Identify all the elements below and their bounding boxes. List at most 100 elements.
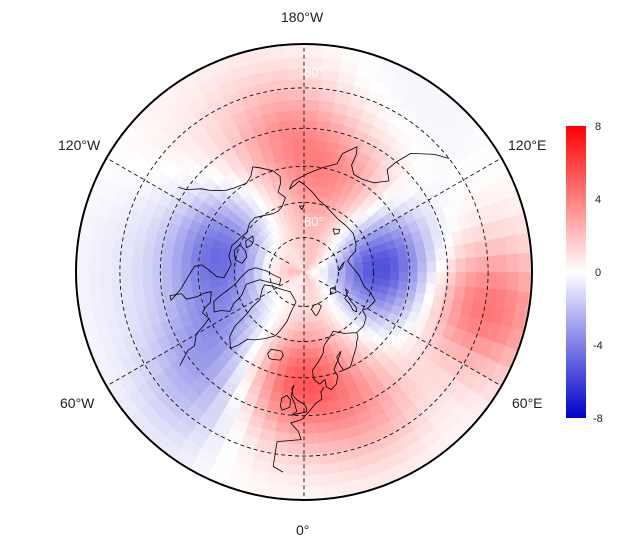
coastline — [312, 331, 359, 390]
field-cell — [313, 383, 326, 395]
field-cell — [485, 254, 497, 273]
coastline — [245, 235, 254, 248]
coastline — [338, 261, 345, 272]
field-cell — [315, 130, 329, 143]
field-cell — [152, 258, 164, 273]
coastline — [290, 384, 307, 416]
lat-label-80: 80° — [304, 214, 324, 229]
field-cell — [89, 252, 102, 273]
field-cell — [121, 255, 134, 273]
coastline — [289, 180, 376, 333]
field-cell — [142, 243, 156, 260]
field-cell — [279, 130, 293, 143]
field-cell — [270, 268, 281, 273]
field-cell — [208, 263, 219, 273]
coastline — [280, 394, 291, 411]
colorbar-tick: 0 — [595, 267, 602, 279]
field-cell — [217, 264, 228, 273]
field-cell — [303, 89, 321, 102]
field-cell — [279, 269, 289, 273]
field-cell — [415, 281, 427, 294]
field-cell — [452, 243, 466, 260]
colorbar-tick: 4 — [595, 194, 602, 206]
field-cell — [132, 285, 146, 303]
field-cell — [303, 463, 323, 476]
field-cell — [77, 271, 91, 293]
latitude-circle — [119, 87, 489, 457]
field-cell — [303, 442, 321, 455]
field-cell — [362, 271, 373, 279]
field-cell — [424, 282, 436, 296]
field-cell — [289, 110, 305, 122]
field-cell — [218, 256, 229, 266]
field-cell — [316, 110, 333, 124]
field-cell — [379, 278, 390, 288]
field-cell — [303, 120, 318, 132]
field-cell — [142, 271, 154, 287]
field-cell — [303, 79, 322, 91]
field-cell — [303, 339, 312, 350]
field-cell — [416, 271, 427, 284]
field-cell — [380, 264, 391, 273]
field-cell — [454, 257, 466, 273]
field-cell — [398, 262, 409, 273]
field-cell — [452, 284, 466, 301]
field-cell — [89, 271, 102, 292]
coastline — [213, 267, 282, 313]
field-cell — [462, 241, 476, 259]
field-cell — [132, 241, 146, 259]
field-cell — [389, 271, 400, 281]
field-cell — [303, 474, 324, 487]
lat-label-60: 60° — [304, 65, 324, 80]
field-cell — [303, 422, 319, 434]
field-cell — [288, 432, 305, 445]
field-cell — [292, 384, 305, 395]
field-cell — [303, 139, 316, 151]
field-cell — [370, 277, 381, 286]
field-cell — [315, 401, 329, 414]
field-cell — [291, 129, 305, 141]
field-cell — [208, 271, 219, 281]
field-cell — [171, 260, 183, 273]
field-cell — [275, 110, 292, 124]
field-cell — [181, 250, 193, 263]
field-cell — [121, 271, 134, 289]
field-cell — [474, 271, 487, 289]
field-cell — [161, 259, 173, 273]
field-cell — [415, 250, 427, 263]
field-cell — [317, 100, 335, 114]
field-cell — [303, 485, 325, 499]
field-cell — [284, 474, 305, 487]
field-cell — [296, 194, 305, 205]
field-cell — [303, 453, 322, 465]
field-cell — [152, 284, 165, 299]
field-cell — [283, 485, 305, 499]
graticule — [98, 44, 510, 500]
field-cell — [303, 348, 312, 359]
field-cell — [296, 185, 305, 196]
field-cell — [291, 403, 305, 415]
field-cell — [283, 45, 305, 59]
field-cell — [303, 110, 319, 122]
field-cell — [397, 279, 408, 291]
field-cell — [273, 100, 291, 114]
field-cell — [425, 260, 437, 273]
field-cell — [209, 255, 220, 265]
coastline — [310, 303, 322, 316]
field-cell — [485, 271, 497, 290]
field-cell — [152, 245, 165, 260]
field-cell — [293, 158, 305, 169]
map-border — [75, 43, 533, 501]
field-cell — [142, 284, 156, 301]
field-cell — [314, 392, 328, 404]
field-cell — [474, 255, 487, 273]
field-cell — [200, 253, 211, 265]
field-cell — [298, 321, 305, 332]
field-cell — [172, 248, 184, 262]
field-cell — [286, 79, 305, 91]
field-cell — [433, 247, 446, 261]
coastlines — [169, 146, 450, 473]
field-cell — [317, 430, 335, 444]
field-cell — [316, 420, 333, 434]
field-cell — [303, 149, 316, 160]
